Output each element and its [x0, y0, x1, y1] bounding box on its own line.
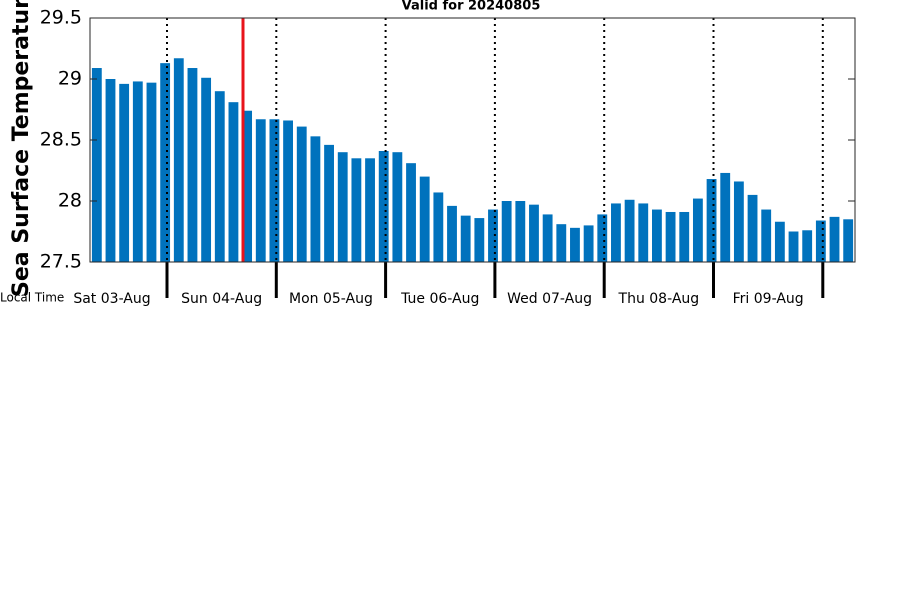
- bar: [652, 209, 662, 262]
- y-tick-label: 28: [58, 190, 82, 212]
- bar: [542, 214, 553, 262]
- bar: [679, 211, 690, 262]
- bar: [583, 225, 594, 262]
- bar: [365, 158, 375, 262]
- bar: [692, 198, 703, 262]
- bar: [228, 102, 239, 263]
- bar: [829, 216, 840, 262]
- bar: [611, 203, 621, 262]
- bar: [665, 211, 676, 262]
- bar: [638, 203, 649, 262]
- bar: [488, 209, 498, 262]
- bar: [501, 201, 512, 262]
- bar: [269, 119, 280, 262]
- bar: [351, 158, 362, 262]
- bar: [843, 219, 854, 262]
- bar: [570, 227, 580, 262]
- bar: [815, 220, 826, 262]
- x-axis-label: Local Time: [0, 291, 64, 305]
- bar: [624, 199, 635, 262]
- bar: [447, 205, 457, 262]
- bar: [774, 221, 785, 262]
- bar: [255, 119, 266, 262]
- bar: [119, 83, 130, 262]
- bar: [392, 152, 403, 262]
- chart-title: Valid for 20240805: [402, 0, 541, 14]
- bar: [201, 77, 212, 262]
- bar: [378, 150, 389, 262]
- bar: [187, 68, 198, 263]
- bar: [706, 179, 717, 262]
- bar: [460, 215, 471, 262]
- bar: [556, 224, 567, 262]
- bar: [146, 82, 157, 262]
- bar: [324, 144, 334, 262]
- bar: [310, 136, 321, 262]
- x-tick-label: Fri 09-Aug: [733, 291, 804, 307]
- bar: [173, 58, 184, 263]
- bar: [91, 68, 102, 263]
- bar: [160, 63, 171, 262]
- bar: [597, 214, 608, 262]
- y-tick-label: 29: [58, 68, 82, 90]
- x-tick-label: Sun 04-Aug: [181, 291, 262, 307]
- y-tick-label: 29.5: [40, 7, 82, 29]
- bar: [515, 201, 526, 262]
- bar: [747, 194, 758, 262]
- bar: [283, 120, 293, 262]
- bar: [529, 204, 539, 262]
- bar: [433, 192, 444, 262]
- bar: [406, 163, 416, 262]
- bar: [761, 209, 772, 262]
- bar: [132, 81, 143, 262]
- y-axis-label: Sea Surface Temperature: [9, 0, 34, 297]
- bar: [105, 79, 116, 262]
- bar: [242, 110, 253, 262]
- y-tick-label: 27.5: [40, 251, 82, 273]
- y-tick-label: 28.5: [40, 129, 82, 151]
- bar: [214, 91, 225, 262]
- bar: [337, 152, 348, 262]
- bar: [733, 181, 744, 262]
- bar: [802, 230, 813, 262]
- x-tick-label: Mon 05-Aug: [289, 291, 373, 307]
- x-tick-label: Thu 08-Aug: [618, 291, 700, 307]
- x-tick-label: Tue 06-Aug: [400, 291, 479, 307]
- bar: [474, 218, 485, 262]
- bar: [419, 176, 430, 262]
- x-tick-label: Wed 07-Aug: [507, 291, 592, 307]
- bar: [788, 231, 799, 262]
- bar: [296, 126, 307, 262]
- bar: [720, 172, 731, 262]
- x-tick-label: Sat 03-Aug: [73, 291, 150, 307]
